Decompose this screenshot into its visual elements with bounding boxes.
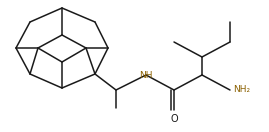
- Text: NH: NH: [139, 70, 153, 79]
- Text: O: O: [170, 114, 178, 124]
- Text: NH₂: NH₂: [233, 86, 250, 95]
